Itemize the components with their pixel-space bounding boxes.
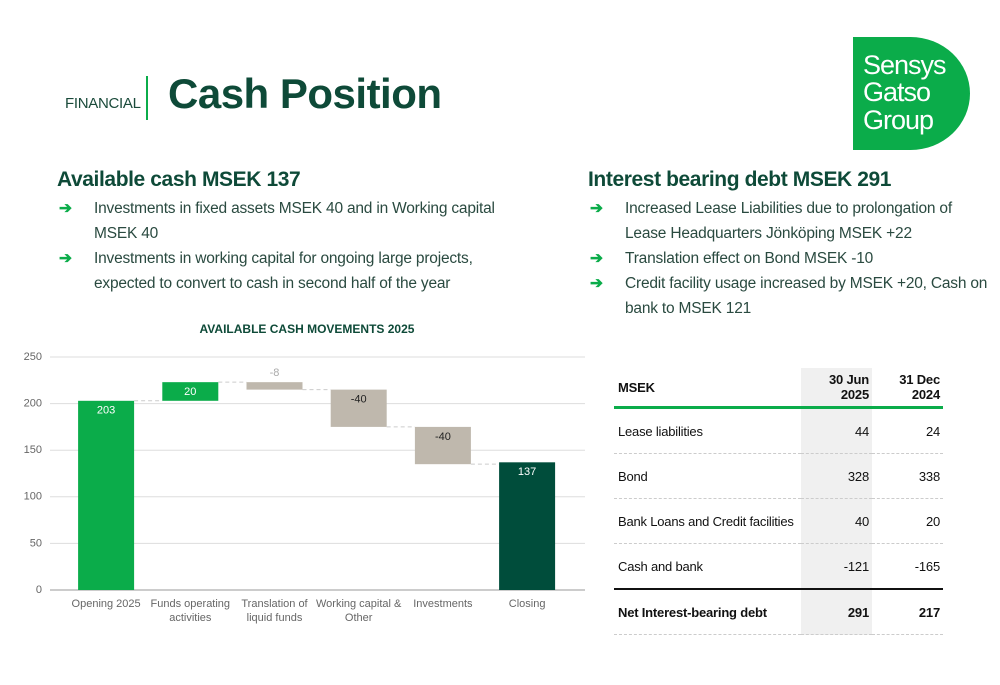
table-cell: Cash and bank (614, 543, 801, 590)
data-label: -40 (351, 394, 367, 406)
logo-text: Gatso (863, 77, 931, 107)
y-tick-label: 200 (24, 398, 42, 410)
y-tick-label: 50 (30, 537, 42, 549)
table-cell: 20 (872, 498, 943, 544)
title: Cash Position (168, 70, 442, 117)
heading: Interest bearing debt MSEK 291 (588, 168, 892, 191)
data-label: -8 (270, 367, 280, 379)
table-row: Lease liabilities 44 24 (614, 407, 943, 454)
bullet: Investments in working capital for ongoi… (57, 246, 517, 296)
bar (246, 382, 303, 390)
y-tick-label: 150 (24, 444, 42, 456)
bullet: Investments in fixed assets MSEK 40 and … (57, 196, 517, 246)
table-row: Bond 328 338 (614, 453, 943, 499)
data-label: -40 (435, 431, 451, 443)
table-cell: 338 (872, 453, 943, 499)
x-tick-label: Investments (413, 598, 473, 610)
table-row: Net Interest-bearing debt 291 217 (614, 589, 943, 635)
data-label: 203 (97, 405, 115, 417)
table-cell: 217 (872, 589, 943, 635)
table-cell: Net Interest-bearing debt (614, 589, 801, 635)
logo-text: Group (863, 105, 934, 135)
bar (330, 389, 387, 427)
header-cell: MSEK (614, 368, 801, 409)
bar (162, 382, 219, 401)
x-tick-label: Translation of liquid funds (241, 598, 308, 624)
chart-title: AVAILABLE CASH MOVEMENTS 2025 (200, 322, 415, 336)
bullet: Translation effect on Bond MSEK -10 (588, 246, 988, 271)
logo: Sensys Gatso Group (853, 37, 970, 150)
table-cell: 44 (801, 407, 872, 454)
bullet: Credit facility usage increased by MSEK … (588, 271, 988, 321)
bar (499, 462, 556, 590)
x-tick-label: Funds operating activities (150, 598, 231, 624)
divider (146, 76, 148, 120)
header-cell: 31 Dec 2024 (872, 368, 943, 409)
y-tick-label: 100 (24, 491, 42, 503)
table-cell: -121 (801, 543, 872, 590)
header-row: MSEK 30 Jun 2025 31 Dec 2024 (614, 368, 943, 409)
y-tick-label: 250 (24, 351, 42, 363)
heading: Available cash MSEK 137 (57, 168, 301, 191)
header-cell: 30 Jun 2025 (801, 368, 872, 409)
data-label: 137 (518, 466, 536, 478)
x-tick-label: Opening 2025 (71, 598, 141, 610)
table-cell: -165 (872, 543, 943, 590)
data-label: 20 (184, 386, 196, 398)
x-tick-label: Working capital & Other (315, 598, 402, 624)
table-cell: 291 (801, 589, 872, 635)
table-cell: Bond (614, 453, 801, 499)
table-row: Cash and bank -121 -165 (614, 543, 943, 590)
bar (414, 426, 471, 465)
table-row: Bank Loans and Credit facilities 40 20 (614, 498, 943, 544)
table-cell: 328 (801, 453, 872, 499)
debt-table: MSEK 30 Jun 2025 31 Dec 2024 Lease liabi… (614, 368, 943, 635)
x-tick-label: Closing (508, 598, 546, 610)
logo-text: Sensys (863, 50, 947, 80)
table-cell: 24 (872, 407, 943, 454)
y-tick-label: 0 (36, 584, 42, 596)
chart: AVAILABLE CASH MOVEMENTS 2025 0 50 100 150 2… (24, 322, 585, 596)
table-cell: 40 (801, 498, 872, 544)
bullet: Increased Lease Liabilities due to prolo… (588, 196, 988, 246)
bullets: Investments in fixed assets MSEK 40 and … (57, 196, 517, 296)
bullets: Increased Lease Liabilities due to prolo… (588, 196, 988, 321)
bar (78, 400, 135, 590)
table-cell: Lease liabilities (614, 407, 801, 454)
section-label: FINANCIAL (65, 95, 141, 112)
table-cell: Bank Loans and Credit facilities (614, 498, 801, 544)
